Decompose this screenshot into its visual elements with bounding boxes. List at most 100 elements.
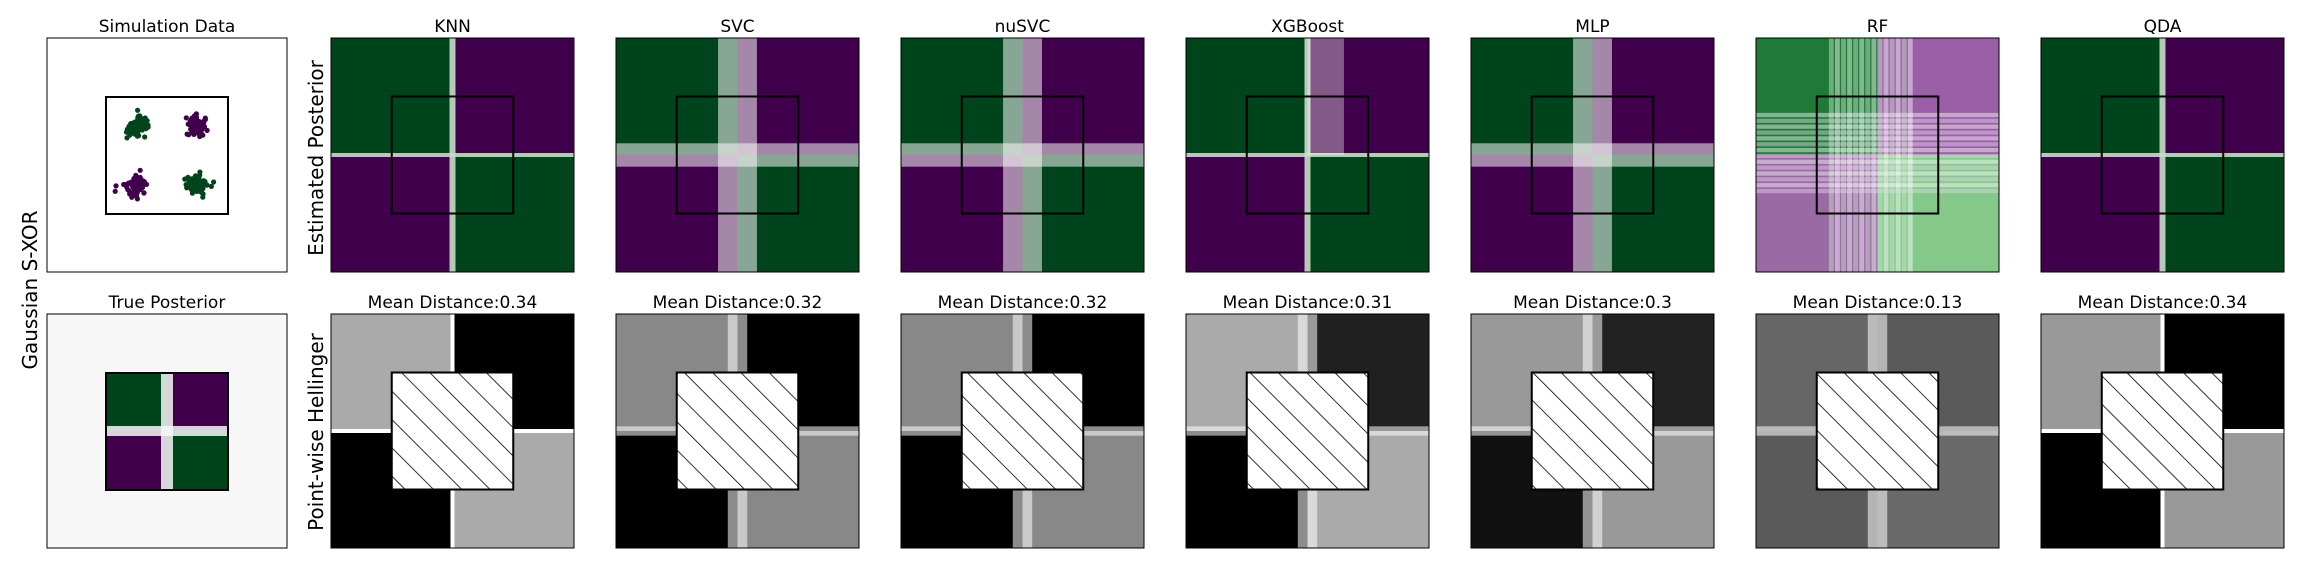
mlp-posterior-region [1530, 95, 1655, 215]
nusvc-posterior-heatmap [901, 38, 1144, 272]
scatter-point-cluster-0 [137, 118, 143, 124]
rf-stripe-v [1883, 38, 1889, 272]
nusvc-title: nuSVC [995, 17, 1051, 37]
qda-hellinger-masked-region [2100, 371, 2225, 491]
scatter-point-cluster-0 [135, 107, 141, 113]
scatter-point-cluster-2 [133, 193, 140, 199]
row1-ylabel: Estimated Posterior [304, 59, 328, 256]
scatter-point-cluster-2 [137, 183, 143, 189]
rf-stripe-v [1871, 38, 1877, 272]
simulation-data-axes [46, 37, 288, 273]
rf-hellinger-panel: Mean Distance:0.13 [1755, 293, 2000, 549]
scatter-point-cluster-0 [142, 134, 148, 140]
svc-hellinger-axes [615, 313, 860, 549]
knn-title: KNN [434, 17, 471, 37]
rf-stripe-h [1756, 118, 1999, 123]
nusvc-posterior-panel: nuSVC [900, 17, 1145, 273]
scatter-point-cluster-2 [113, 183, 119, 189]
knn-hellinger-panel: Mean Distance:0.34 [330, 293, 575, 549]
rf-stripe-h [1756, 183, 1999, 188]
nusvc-hellinger-axes [900, 313, 1145, 549]
rf-mean-distance-label: Mean Distance:0.13 [1793, 293, 1963, 313]
rf-stripe-v [1834, 38, 1840, 272]
svc-hellinger-panel: Mean Distance:0.32 [615, 293, 860, 549]
nusvc-hellinger-panel: Mean Distance:0.32 [900, 293, 1145, 549]
qda-hellinger-axes [2040, 313, 2285, 549]
scatter-point-cluster-1 [190, 129, 196, 135]
scatter-point-cluster-2 [137, 167, 143, 173]
xgboost-posterior-heatmap [1186, 38, 1429, 272]
qda-title: QDA [2144, 17, 2182, 37]
rf-stripe-h [1756, 130, 1999, 135]
decision-boundary-h [1186, 153, 1429, 157]
knn-posterior-panel: KNN [330, 17, 575, 273]
scatter-point-cluster-3 [197, 185, 203, 191]
qda-posterior-region [2100, 95, 2225, 215]
mlp-mean-distance-label: Mean Distance:0.3 [1513, 293, 1672, 313]
row2-ylabel: Point-wise Hellinger [304, 332, 328, 531]
nusvc-posterior-region [960, 95, 1085, 215]
scatter-point-cluster-3 [208, 183, 214, 189]
decision-boundary-h [1471, 143, 1714, 167]
rf-stripe-v [1901, 38, 1907, 272]
scatter-point-cluster-1 [199, 122, 205, 128]
simulation-data-title: Simulation Data [99, 17, 236, 37]
scatter-point-cluster-1 [187, 119, 193, 125]
rf-stripe-v [1877, 38, 1883, 272]
rf-hellinger-masked-region [1815, 371, 1940, 491]
scatter-point-cluster-3 [201, 178, 207, 184]
rf-posterior-heatmap [1756, 38, 1999, 272]
rf-posterior-region [1815, 95, 1940, 215]
model-panels: KNN Mean Distance:0.34 SVC Mean Distance:0.… [330, 17, 2285, 549]
xgboost-hellinger-axes [1185, 313, 1430, 549]
xgboost-title: XGBoost [1271, 17, 1344, 37]
rf-stripe-h [1756, 153, 1999, 159]
scatter-point-cluster-2 [141, 190, 147, 196]
true-posterior-title: True Posterior [108, 293, 226, 313]
scatter-point-cluster-2 [138, 177, 144, 183]
rf-stripe-v [1907, 38, 1913, 272]
mlp-posterior-axes [1470, 37, 1715, 273]
svc-posterior-axes [615, 37, 860, 273]
mlp-posterior-heatmap [1471, 38, 1714, 272]
svc-posterior-region [675, 95, 800, 215]
nusvc-posterior-axes [900, 37, 1145, 273]
xgboost-posterior-axes [1185, 37, 1430, 273]
scatter-point-cluster-3 [211, 179, 217, 185]
xgboost-mean-distance-label: Mean Distance:0.31 [1223, 293, 1393, 313]
scatter-point-cluster-0 [143, 123, 150, 129]
mlp-posterior-panel: MLP [1470, 17, 1715, 273]
rf-stripe-h [1756, 142, 1999, 147]
decision-boundary-h [2041, 153, 2284, 157]
rf-stripe-v [1859, 38, 1865, 272]
scatter-point-cluster-1 [197, 133, 203, 140]
scatter-point-cluster-1 [191, 113, 197, 119]
qda-hellinger-panel: Mean Distance:0.34 [2040, 293, 2285, 549]
rf-title: RF [1867, 17, 1889, 37]
rf-stripe-h [1756, 112, 1999, 118]
mlp-hellinger-masked-region [1530, 371, 1655, 491]
knn-posterior-axes [330, 37, 575, 273]
rf-stripe-v [1841, 38, 1846, 272]
mlp-hellinger-axes [1470, 313, 1715, 549]
scatter-point-cluster-2 [129, 194, 135, 200]
rf-hellinger-axes [1755, 313, 2000, 549]
scatter-point-cluster-2 [132, 175, 138, 181]
rf-stripe-h [1756, 147, 1999, 153]
qda-posterior-panel: QDA [2040, 17, 2285, 273]
scatter-point-cluster-0 [133, 119, 139, 125]
rf-stripe-h [1756, 188, 1999, 194]
knn-mean-distance-label: Mean Distance:0.34 [368, 293, 538, 313]
scatter-point-cluster-3 [200, 191, 206, 197]
rf-posterior-panel: RF [1755, 17, 2000, 273]
simulation-data-panel: Simulation Data [46, 17, 288, 273]
rf-stripe-v [1828, 38, 1834, 272]
scatter-point-cluster-0 [139, 127, 145, 133]
nusvc-mean-distance-label: Mean Distance:0.32 [938, 293, 1108, 313]
rf-stripe-h [1756, 159, 1999, 164]
qda-posterior-axes [2040, 37, 2285, 273]
rf-stripe-v [1889, 38, 1895, 272]
rf-stripe-v [1895, 38, 1901, 272]
knn-posterior-heatmap [331, 38, 574, 272]
